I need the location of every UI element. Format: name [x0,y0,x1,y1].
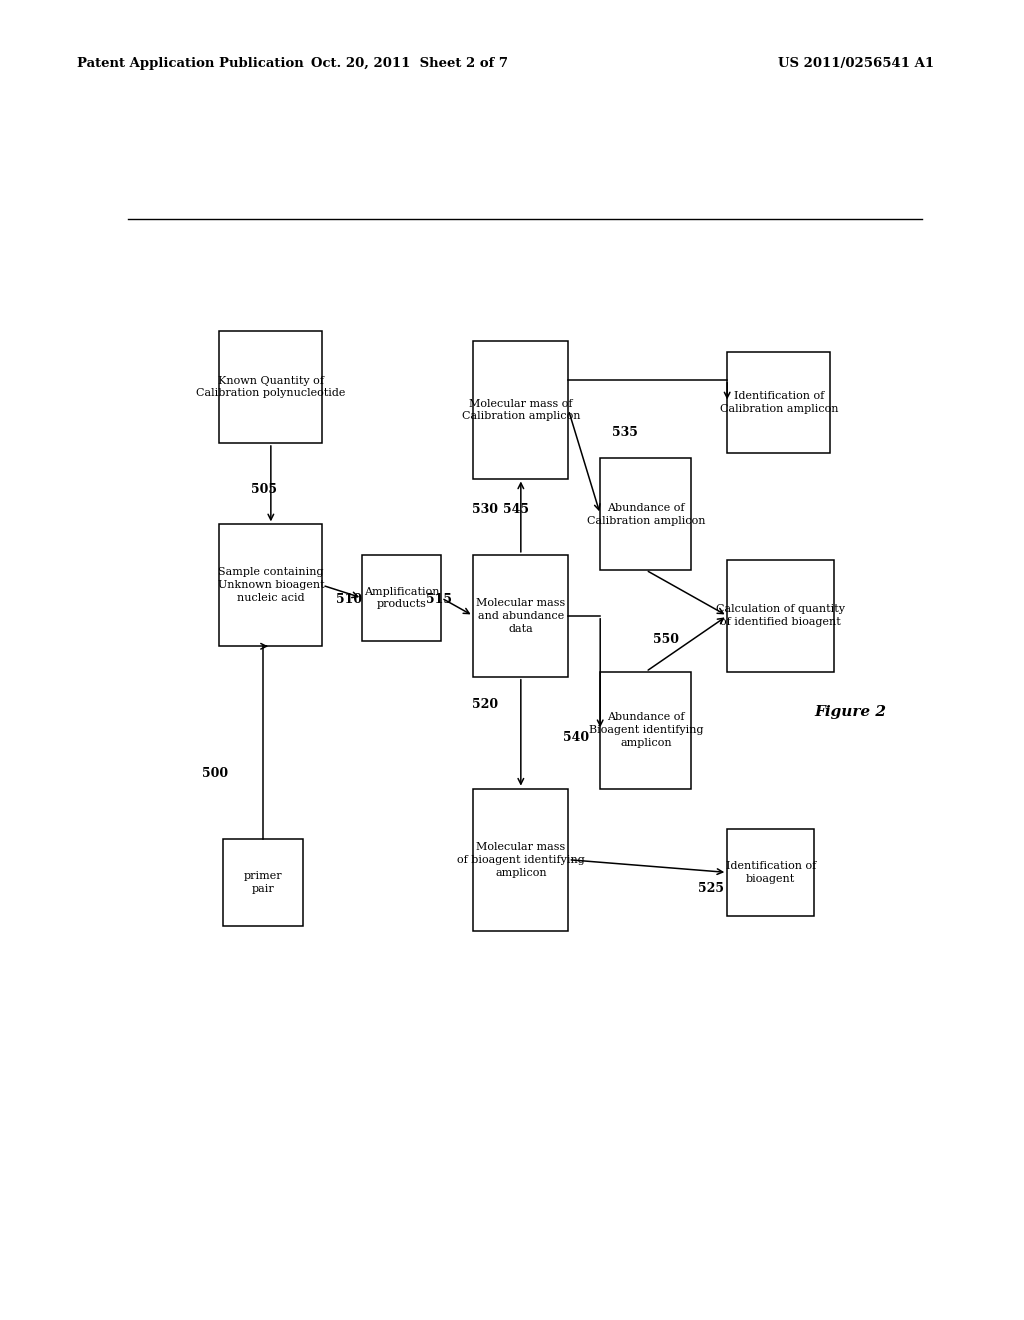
Text: Sample containing
Unknown bioagent
nucleic acid: Sample containing Unknown bioagent nucle… [217,568,325,603]
Text: Known Quantity of
Calibration polynucleotide: Known Quantity of Calibration polynucleo… [197,376,345,399]
Text: Patent Application Publication: Patent Application Publication [77,57,303,70]
Text: 515: 515 [426,593,452,606]
Text: 535: 535 [612,426,638,440]
Bar [219,331,323,444]
Text: Amplification
products: Amplification products [365,586,439,610]
Text: Molecular mass
and abundance
data: Molecular mass and abundance data [476,598,565,634]
Text: Calculation of quantity
of identified bioagent: Calculation of quantity of identified bi… [716,605,845,627]
Bar [473,554,568,677]
Text: 510: 510 [336,593,362,606]
Text: 505: 505 [251,483,278,496]
Text: 540: 540 [563,731,589,744]
Bar [219,524,323,647]
Bar [600,672,691,788]
Text: Molecular mass of
Calibration amplicon: Molecular mass of Calibration amplicon [462,399,580,421]
Text: Abundance of
Bioagent identifying
amplicon: Abundance of Bioagent identifying amplic… [589,713,703,748]
Bar [223,840,303,925]
Text: Molecular mass
of bioagent identifying
amplicon: Molecular mass of bioagent identifying a… [457,842,585,878]
Text: 525: 525 [697,882,724,895]
Text: Figure 2: Figure 2 [814,705,886,719]
Bar [727,560,835,672]
Text: 530: 530 [472,503,499,516]
Text: 520: 520 [472,698,499,710]
Text: Identification of
bioagent: Identification of bioagent [726,861,816,884]
Bar [473,342,568,479]
Text: 500: 500 [202,767,228,780]
Text: 550: 550 [653,632,679,645]
Text: Oct. 20, 2011  Sheet 2 of 7: Oct. 20, 2011 Sheet 2 of 7 [311,57,508,70]
Text: Identification of
Calibration amplicon: Identification of Calibration amplicon [720,391,838,413]
Bar [727,829,814,916]
Bar [473,788,568,931]
Bar [362,554,441,642]
Text: US 2011/0256541 A1: US 2011/0256541 A1 [778,57,934,70]
Text: primer
pair: primer pair [244,871,283,894]
Bar [600,458,691,570]
Text: 545: 545 [503,503,528,516]
Bar [727,351,830,453]
Text: Abundance of
Calibration amplicon: Abundance of Calibration amplicon [587,503,706,525]
